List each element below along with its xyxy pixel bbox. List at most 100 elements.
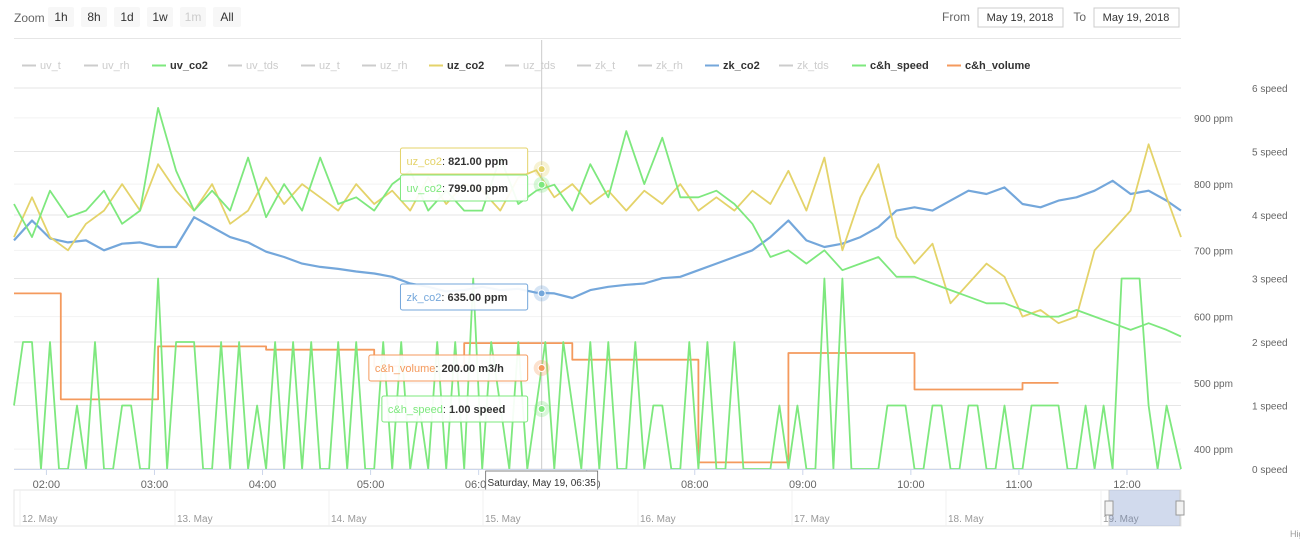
- legend-item-uv-co2[interactable]: uv_co2: [152, 60, 208, 72]
- zoom-button-label: All: [220, 10, 233, 24]
- legend-label: uv_tds: [246, 60, 279, 72]
- zoom-button-bg: [147, 7, 173, 27]
- legend-item-zk-tds[interactable]: zk_tds: [779, 60, 829, 72]
- hover-marker: [537, 289, 546, 298]
- tooltip-value: 200.00 m3/h: [442, 363, 505, 375]
- navigator-tick-label: 12. May: [22, 514, 58, 525]
- legend-label: uz_t: [319, 60, 340, 72]
- navigator-tick-label: 17. May: [794, 514, 830, 525]
- legend-item-zk-co2[interactable]: zk_co2: [705, 60, 760, 72]
- zoom-button-bg: [213, 7, 241, 27]
- zoom-button-1h[interactable]: 1h: [48, 7, 74, 27]
- zoom-button-label: 1h: [54, 10, 67, 24]
- y-axis-ppm-tick-label: 700 ppm: [1194, 246, 1233, 257]
- tooltip-text: zk_co2: 635.00 ppm: [406, 292, 507, 304]
- hover-marker: [537, 364, 546, 372]
- legend-item-uv-t[interactable]: uv_t: [22, 60, 61, 72]
- y-axis-ppm-tick-label: 900 ppm: [1194, 114, 1233, 125]
- zoom-button-all[interactable]: All: [213, 7, 241, 27]
- navigator-tick-label: 13. May: [177, 514, 213, 525]
- tooltip-box: [381, 395, 529, 423]
- tooltip-series-label: c&h_speed: [388, 404, 443, 416]
- credits-label[interactable]: Hig: [1290, 529, 1300, 539]
- series-group: [13, 107, 1182, 470]
- tooltip-box: [399, 283, 529, 311]
- legend-label: uz_rh: [380, 60, 408, 72]
- tooltip-candh-volume: c&h_volume: 200.00 m3/h: [368, 354, 550, 382]
- legend-label: uz_tds: [523, 60, 556, 72]
- legend-item-uz-tds[interactable]: uz_tds: [505, 60, 556, 72]
- from-label: From: [942, 10, 970, 24]
- navigator-tick-label: 16. May: [640, 514, 676, 525]
- tooltip-value: 821.00 ppm: [448, 156, 508, 168]
- tooltip-series-label: uz_co2: [406, 156, 441, 168]
- navigator-handle-left[interactable]: [1104, 500, 1114, 516]
- legend-label: uv_t: [40, 60, 61, 72]
- to-label: To: [1073, 10, 1086, 24]
- y-axis-speed-tick-label: 1 speed: [1252, 402, 1288, 413]
- to-date-input[interactable]: [1093, 7, 1180, 28]
- tooltip-box: [368, 354, 529, 382]
- legend: uv_t uv_rh uv_co2 uv_tds uz_t uz_rh uz_co2 uz_t…: [22, 60, 1030, 72]
- legend-item-zk-t[interactable]: zk_t: [577, 60, 615, 72]
- legend-label: zk_rh: [656, 60, 683, 72]
- legend-item-uz-rh[interactable]: uz_rh: [362, 60, 408, 72]
- legend-label: c&h_speed: [870, 60, 929, 72]
- navigator-tick-label: 14. May: [331, 514, 367, 525]
- legend-item-uv-tds[interactable]: uv_tds: [228, 60, 279, 72]
- zoom-label: Zoom: [14, 11, 45, 25]
- navigator[interactable]: 12. May 13. May 14. May 15. May 16. May 17. M…: [13, 489, 1185, 527]
- tooltip-series-label: zk_co2: [406, 292, 441, 304]
- legend-item-candh-speed[interactable]: c&h_speed: [852, 60, 929, 72]
- legend-label: uv_rh: [102, 60, 130, 72]
- series-line-candh-volume[interactable]: [14, 292, 1059, 464]
- y-axis-speed-tick-label: 3 speed: [1252, 275, 1288, 286]
- x-axis-tick-label: 02:00: [33, 479, 61, 491]
- zoom-button-bg: [48, 7, 74, 27]
- legend-item-candh-volume[interactable]: c&h_volume: [947, 60, 1030, 72]
- tooltip-text: c&h_volume: 200.00 m3/h: [375, 363, 504, 375]
- y-axis-speed-tick-label: 5 speed: [1252, 148, 1288, 159]
- tooltip-candh-speed: c&h_speed: 1.00 speed: [381, 395, 550, 423]
- zoom-button-bg: [180, 7, 206, 27]
- navigator-selected-range[interactable]: [1109, 490, 1180, 526]
- from-date-input[interactable]: [977, 7, 1064, 28]
- navigator-area: [13, 489, 1182, 527]
- zoom-button-8h[interactable]: 8h: [81, 7, 107, 27]
- series-line-uv-co2[interactable]: [13, 107, 1182, 338]
- legend-item-uv-rh[interactable]: uv_rh: [84, 60, 130, 72]
- x-axis-tick-label: 09:00: [789, 479, 817, 491]
- legend-label: c&h_volume: [965, 60, 1030, 72]
- x-axis-tick-label: 08:00: [681, 479, 709, 491]
- grid: [14, 87, 1181, 470]
- x-axis-tick-label: 10:00: [897, 479, 925, 491]
- legend-item-zk-rh[interactable]: zk_rh: [638, 60, 683, 72]
- tooltip-value: 635.00 ppm: [447, 292, 507, 304]
- tooltip-series-label: c&h_volume: [375, 363, 436, 375]
- tooltip-text: c&h_speed: 1.00 speed: [388, 404, 505, 416]
- zoom-button-1w[interactable]: 1w: [147, 7, 173, 27]
- series-line-candh-speed[interactable]: [13, 277, 1182, 470]
- zoom-button-1m: 1m: [180, 7, 206, 27]
- crosshair-time-text: Saturday, May 19, 06:35: [488, 478, 597, 489]
- axes: 02:0003:0004:0005:0006:0007:0008:0009:00…: [14, 84, 1288, 491]
- to-date-value: May 19, 2018: [1103, 12, 1170, 24]
- y-axis-ppm-tick-label: 800 ppm: [1194, 180, 1233, 191]
- legend-item-uz-t[interactable]: uz_t: [301, 60, 340, 72]
- x-axis-tick-label: 12:00: [1113, 479, 1141, 491]
- tooltip-separator: :: [442, 156, 448, 168]
- tooltip-uz-co2: uz_co2: 821.00 ppm: [399, 147, 550, 178]
- y-axis-ppm-tick-label: 500 ppm: [1194, 379, 1233, 390]
- y-axis-ppm-tick-label: 600 ppm: [1194, 313, 1233, 324]
- legend-item-uz-co2[interactable]: uz_co2: [429, 60, 484, 72]
- series-line-uz-co2[interactable]: [13, 143, 1182, 325]
- x-axis-tick-label: 11:00: [1006, 479, 1033, 491]
- zoom-button-1d[interactable]: 1d: [114, 7, 140, 27]
- navigator-handle-right[interactable]: [1175, 500, 1185, 516]
- zoom-button-label: 1d: [120, 10, 133, 24]
- zoom-button-label: 1w: [152, 10, 168, 24]
- navigator-tick-label: 15. May: [485, 514, 521, 525]
- hover-marker: [537, 180, 546, 189]
- series-line-zk-co2[interactable]: [13, 179, 1182, 300]
